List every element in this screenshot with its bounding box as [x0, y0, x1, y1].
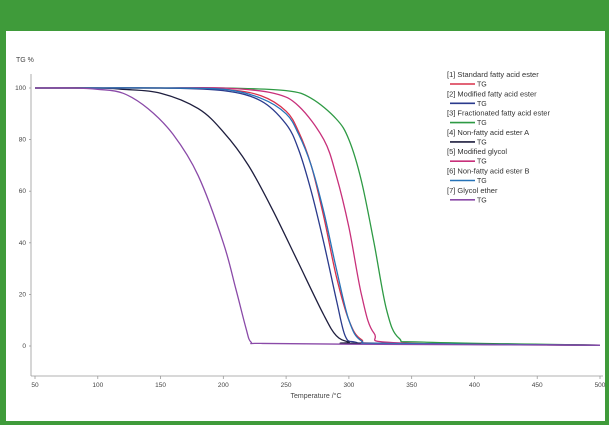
legend-sub-2: TG — [477, 101, 487, 108]
x-tick-label: 50 — [31, 382, 39, 389]
legend-label-7: [7] Glycol ether — [447, 186, 498, 195]
series-line-7 — [34, 87, 601, 346]
legend-label-4: [4] Non-fatty acid ester A — [447, 128, 529, 137]
x-tick-label: 450 — [532, 382, 543, 389]
series-line-2 — [34, 87, 601, 346]
legend-label-1: [1] Standard fatty acid ester — [447, 70, 539, 79]
series-line-6 — [34, 87, 601, 346]
legend-sub-1: TG — [477, 82, 487, 89]
legend-sub-7: TG — [477, 197, 487, 204]
x-tick-label: 250 — [281, 382, 292, 389]
legend-label-2: [2] Modified fatty acid ester — [447, 89, 537, 98]
x-axis-title: Temperature /°C — [290, 392, 341, 400]
series-line-4 — [34, 87, 601, 346]
x-tick-label: 100 — [92, 382, 103, 389]
axes: 0 20 40 60 80 100 50 100 150 200 250 300 350 400 450 50… — [15, 74, 606, 389]
legend-label-5: [5] Modified glycol — [447, 147, 507, 156]
y-tick-label: 40 — [19, 240, 27, 247]
legend-sub-6: TG — [477, 178, 487, 185]
legend-label-3: [3] Fractionated fatty acid ester — [447, 109, 550, 118]
y-axis-title: TG % — [16, 57, 34, 64]
x-tick-label: 350 — [406, 382, 417, 389]
y-tick-label: 0 — [22, 343, 26, 350]
y-tick-label: 100 — [15, 85, 26, 92]
series-layer — [34, 86, 601, 346]
x-tick-label: 400 — [469, 382, 480, 389]
y-tick-label: 60 — [19, 188, 27, 195]
legend-sub-5: TG — [477, 159, 487, 166]
legend-sub-4: TG — [477, 139, 487, 146]
x-tick-label: 150 — [155, 382, 166, 389]
legend-sub-3: TG — [477, 120, 487, 127]
x-tick-label: 200 — [218, 382, 229, 389]
y-tick-label: 20 — [19, 291, 27, 298]
x-tick-label: 300 — [343, 382, 354, 389]
y-tick-label: 80 — [19, 137, 27, 144]
x-tick-label: 500 — [595, 382, 606, 389]
legend-label-6: [6] Non-fatty acid ester B — [447, 167, 530, 176]
